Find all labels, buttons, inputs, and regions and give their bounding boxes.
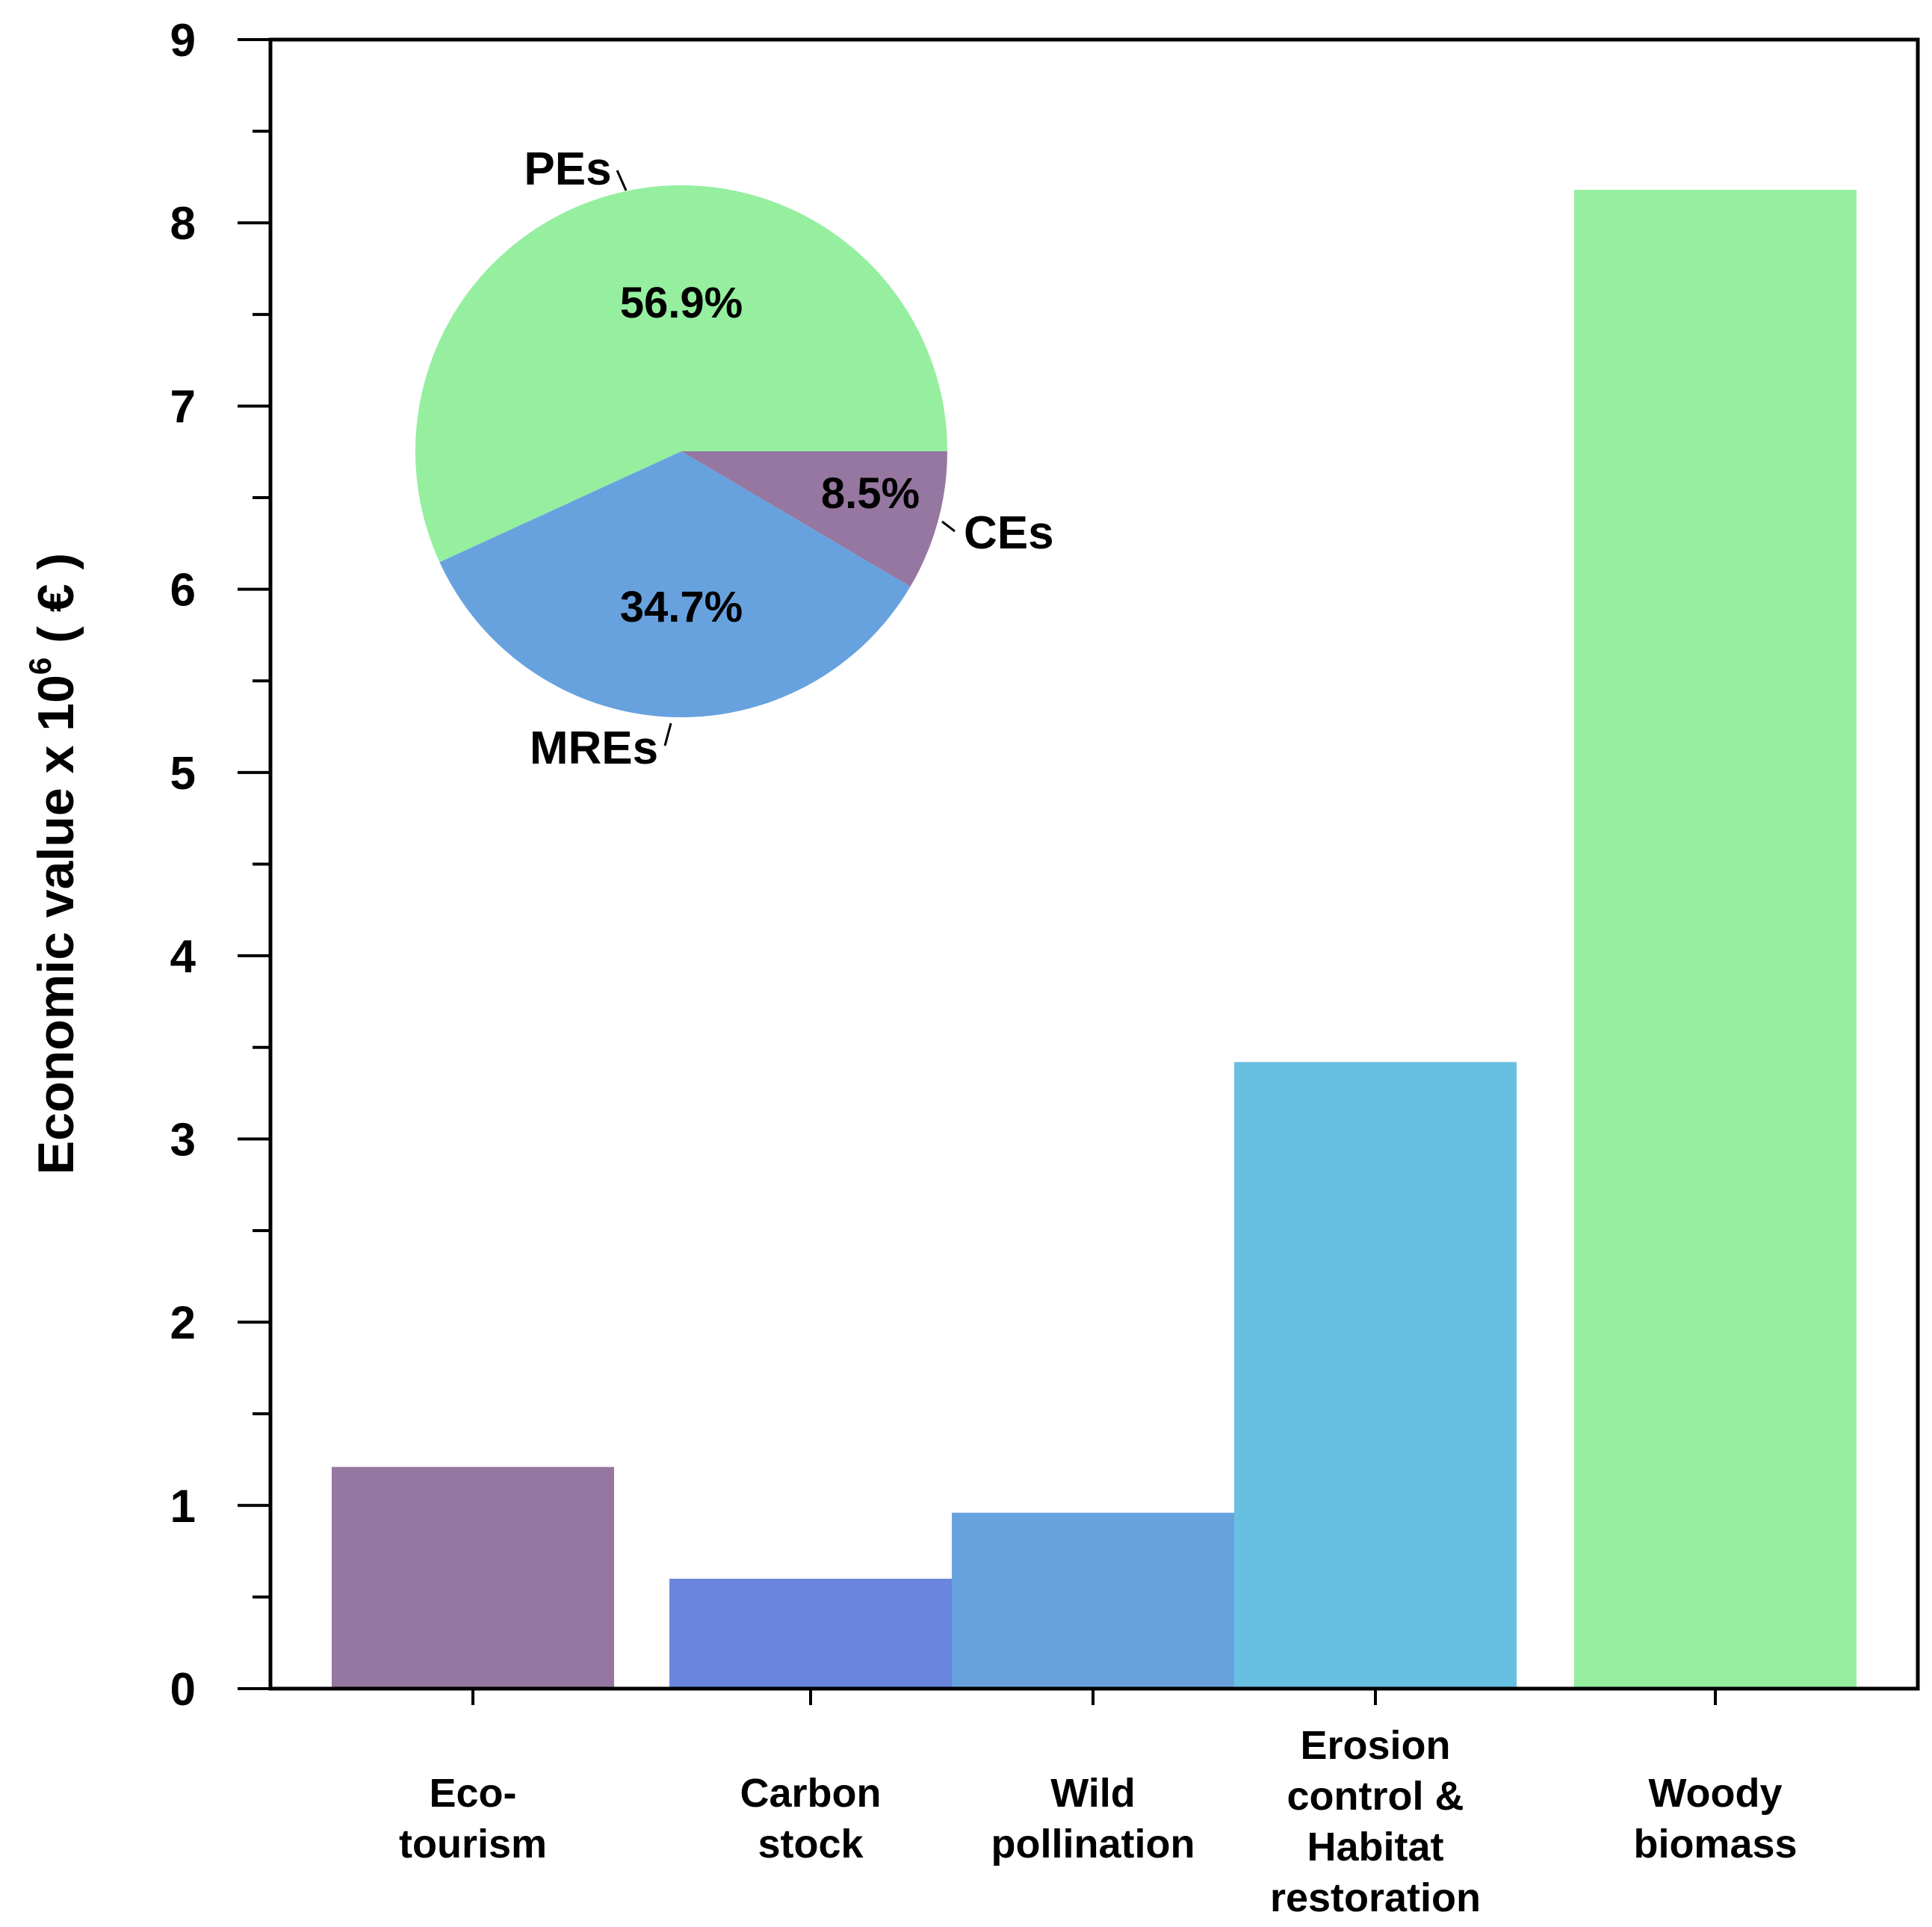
bar-erosion-control-habitat-restoration <box>1234 1062 1517 1689</box>
pie-name-label-ces: CEs <box>964 507 1054 559</box>
bar-wild-pollination <box>952 1512 1234 1689</box>
x-tick-label: Wild pollination <box>991 1771 1195 1866</box>
y-axis-label-exponent: 6 <box>22 658 58 675</box>
y-tick-label: 2 <box>170 1298 196 1349</box>
pie-slice-pes <box>415 185 947 563</box>
x-tick-label: Woody biomass <box>1633 1771 1797 1866</box>
bar-eco-tourism <box>332 1467 614 1689</box>
bar-carbon-stock <box>669 1578 952 1689</box>
y-tick-label: 7 <box>170 381 196 433</box>
pie-name-label-mres: MREs <box>530 723 658 774</box>
y-tick-label: 4 <box>170 931 196 983</box>
y-tick-label: 9 <box>170 15 196 66</box>
bars <box>332 190 1857 1689</box>
x-tick-label: Carbon stock <box>740 1771 882 1866</box>
y-tick-label: 6 <box>170 565 196 616</box>
y-axis-label: Economic value x 106 ( € ) <box>22 553 84 1175</box>
bar-woody-biomass <box>1574 190 1857 1689</box>
y-tick-label: 1 <box>170 1481 196 1532</box>
x-tick-label: Erosion control & Habitat restoration <box>1270 1723 1481 1920</box>
y-axis-label-unit: ( € ) <box>28 553 84 658</box>
pie-slice-ces <box>681 451 947 587</box>
x-tick-label: Eco-tourism <box>399 1771 547 1866</box>
pie-name-label-pes: PEs <box>524 143 611 195</box>
mres-leader-line <box>663 723 672 746</box>
pie-pct-label-mres: 34.7% <box>620 583 743 631</box>
ces-leader-line <box>941 520 956 533</box>
y-tick-label: 3 <box>170 1114 196 1166</box>
y-tick-label: 0 <box>170 1664 196 1716</box>
pes-leader-line <box>616 170 628 191</box>
pie-pct-label-ces: 8.5% <box>821 469 920 518</box>
y-tick-label: 8 <box>170 198 196 250</box>
x-axis-ticks: Eco-tourism Carbon stock Wild pollination Ero… <box>399 1689 1798 1920</box>
y-axis-ticks: 0 1 2 3 4 5 6 7 8 9 <box>170 15 270 1716</box>
y-tick-label: 5 <box>170 748 196 799</box>
pie-pct-label-pes: 56.9% <box>620 279 743 327</box>
inset-pie-chart: 56.9% PEs 34.7% MREs 8.5% CEs <box>415 143 1054 774</box>
pie-slice-mres <box>439 451 911 717</box>
